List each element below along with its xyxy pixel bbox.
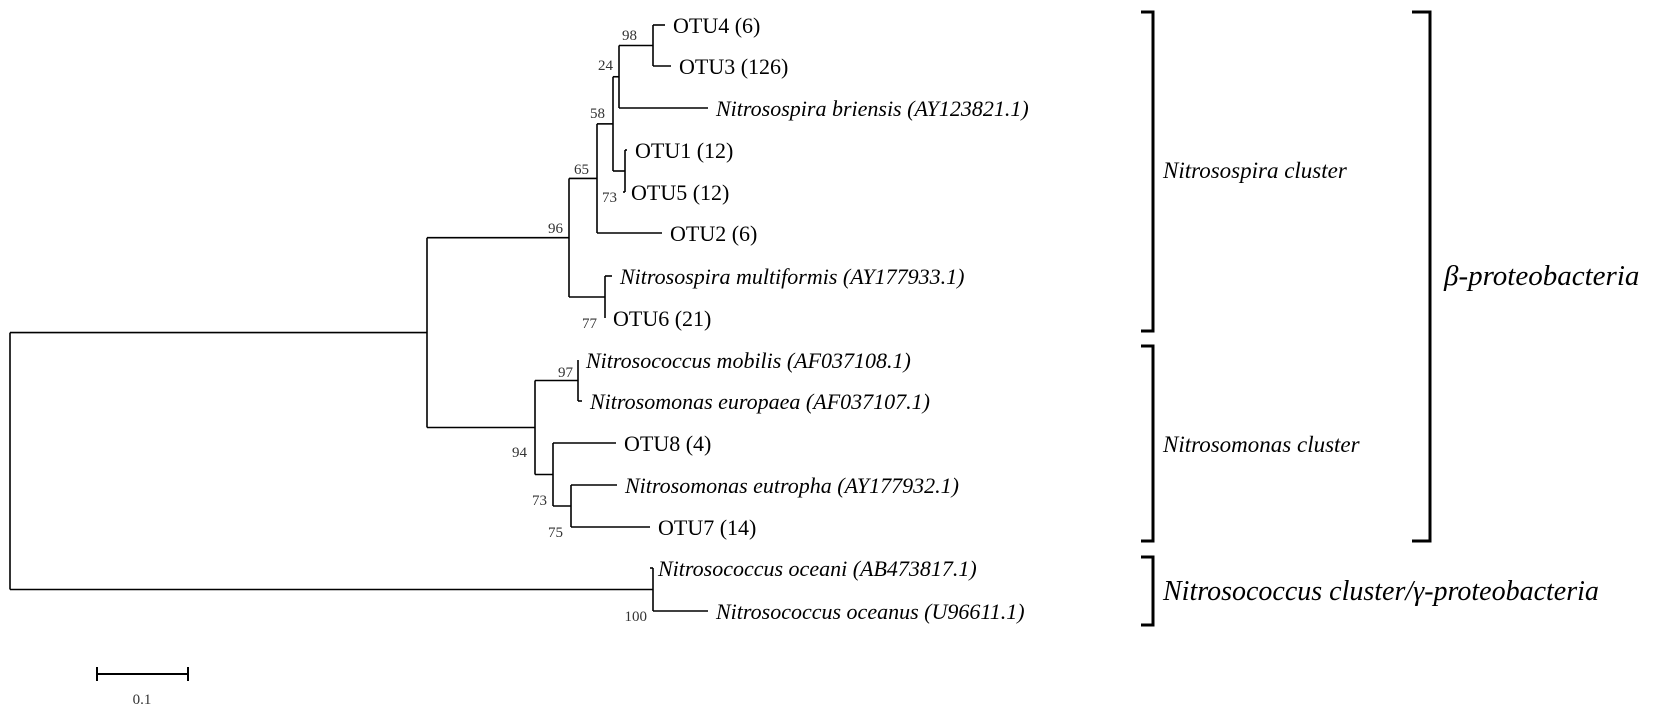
leaf-label-otu8: OTU8 (4) (624, 431, 711, 456)
scale-bar-line (96, 667, 189, 681)
leaf-label-otu4: OTU4 (6) (673, 13, 760, 38)
bootstrap-nitrosomonas-cluster: 94 (512, 445, 528, 461)
bracket-nitrosomonas (1141, 344, 1155, 543)
leaf-label-neutropha: Nitrosomonas eutropha (AY177932.1) (624, 473, 959, 498)
leaf-label-otu1: OTU1 (12) (635, 138, 733, 163)
bracket-nitrosospira (1141, 10, 1155, 333)
cluster-label-beta: β-proteobacteria (1443, 260, 1639, 292)
leaf-label-noceani: Nitrosococcus oceani (AB473817.1) (657, 556, 977, 581)
bootstrap-with-briensis: 24 (598, 58, 614, 74)
leaf-label-neuropaea: Nitrosomonas europaea (AF037107.1) (589, 389, 930, 414)
leaf-label-noceanus: Nitrosococcus oceanus (U96611.1) (715, 599, 1025, 624)
bootstrap-upper-nitrosospira: 58 (590, 106, 605, 122)
bracket-nitrosococcus (1141, 555, 1155, 627)
cluster-label-nitrosococcus: Nitrosococcus cluster/γ-proteobacteria (1162, 576, 1599, 607)
cluster-brackets: Nitrosospira cluster Nitrosomonas cluster… (1141, 10, 1639, 627)
leaf-labels: OTU4 (6) OTU3 (126) Nitrosospira briensis … (585, 13, 1029, 624)
tree-branches (9, 24, 708, 612)
leaf-label-otu5: OTU5 (12) (631, 180, 729, 205)
bootstrap-eutropha-otu7: 75 (548, 525, 563, 541)
bootstrap-with-otu2: 65 (574, 162, 589, 178)
bracket-beta (1412, 10, 1432, 543)
leaf-label-otu7: OTU7 (14) (658, 515, 756, 540)
cluster-label-nitrosospira: Nitrosospira cluster (1162, 158, 1348, 183)
scale-bar: 0.1 (96, 667, 189, 708)
cluster-label-nitrosomonas: Nitrosomonas cluster (1162, 432, 1361, 457)
bootstrap-multiformis-otu6: 77 (582, 316, 598, 332)
bootstrap-otu8-group: 73 (532, 493, 547, 509)
bootstrap-nitrosospira-cluster: 96 (548, 221, 564, 237)
leaf-label-nbriensis: Nitrosospira briensis (AY123821.1) (715, 96, 1029, 121)
bootstrap-otu1-otu5: 73 (602, 190, 617, 206)
leaf-label-nmultiformis: Nitrosospira multiformis (AY177933.1) (619, 264, 965, 289)
leaf-label-otu2: OTU2 (6) (670, 221, 757, 246)
bootstrap-otu4-otu3: 98 (622, 28, 637, 44)
leaf-label-otu3: OTU3 (126) (679, 54, 788, 79)
scale-bar-label: 0.1 (133, 692, 152, 708)
bootstrap-mobilis-europaea: 97 (558, 365, 574, 381)
bootstrap-oceani-oceanus: 100 (625, 609, 648, 625)
leaf-label-nmobilis: Nitrosococcus mobilis (AF037108.1) (585, 348, 911, 373)
leaf-label-otu6: OTU6 (21) (613, 306, 711, 331)
